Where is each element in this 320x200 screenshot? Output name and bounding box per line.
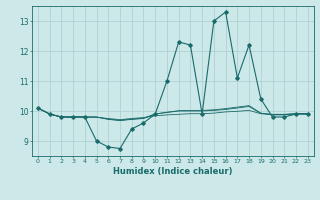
X-axis label: Humidex (Indice chaleur): Humidex (Indice chaleur) xyxy=(113,167,233,176)
